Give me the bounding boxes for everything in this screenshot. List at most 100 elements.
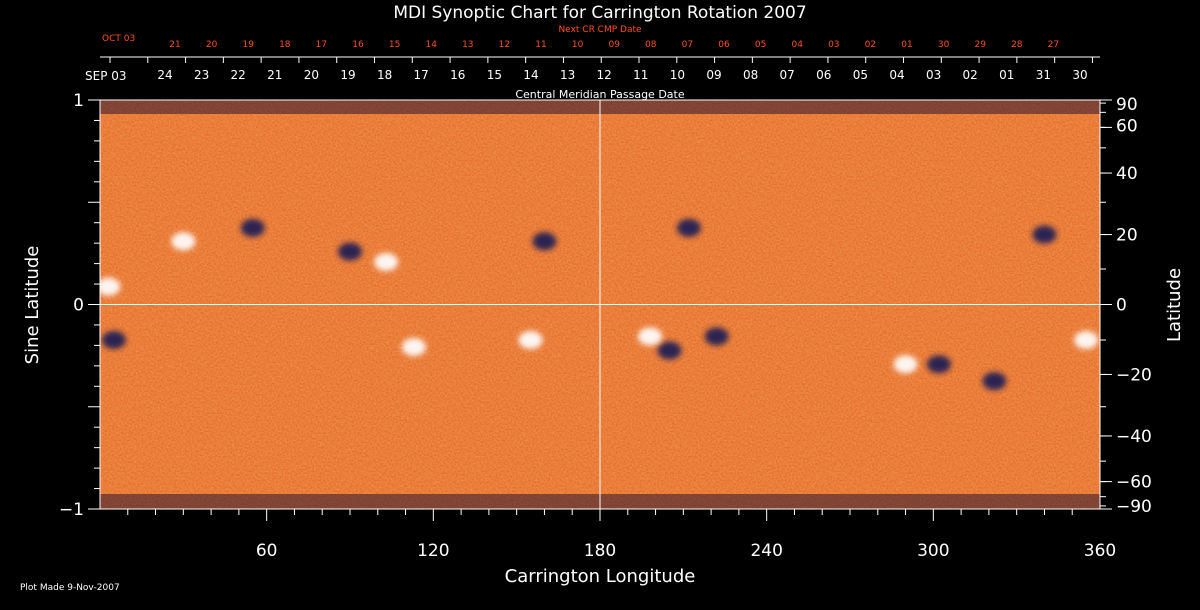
y-right-tick-label: −60 [1116,473,1152,493]
next-date-label: 01 [901,40,912,50]
next-date-label: 03 [828,40,839,50]
cmp-date-label: 01 [999,68,1014,82]
y-axis-left: 1 0 −1 [59,91,100,520]
next-date-label: 27 [1048,40,1059,50]
cmp-date-label: 02 [963,68,978,82]
next-date-label: 06 [718,40,730,50]
next-date-label: 19 [242,40,254,50]
next-date-label: 16 [352,40,364,50]
x-tick-label: 240 [750,541,782,561]
x-tick-label: 360 [1084,541,1116,561]
negative-polarity-region [101,331,126,350]
y-right-tick-label: 60 [1116,116,1138,136]
next-date-label: 11 [535,40,546,50]
next-date-label: 28 [1011,40,1023,50]
next-rotation-date-axis: OCT 03 21 20 19 18 17 16 15 14 13 12 11 10 09 08 07 06 05… [102,34,1059,50]
cmp-date-label: 21 [267,68,282,82]
positive-polarity-region [638,327,662,346]
top-axis-title: Central Meridian Passage Date [515,88,684,101]
next-date-label: 04 [791,40,803,50]
next-date-label: 29 [974,40,986,50]
chart-title: MDI Synoptic Chart for Carrington Rotati… [393,3,806,23]
cmp-date-label: 14 [523,68,538,82]
next-date-label: 14 [425,40,437,50]
cmp-date-label: 10 [670,68,685,82]
cmp-date-label: 30 [1072,68,1087,82]
next-date-label: 15 [389,40,400,50]
negative-polarity-region [657,341,682,360]
y-left-tick-label: 1 [73,91,84,111]
cmp-date-label: 15 [487,68,502,82]
cmp-date-axis: SEP 03 24 23 22 21 20 19 18 17 16 15 14 13 12 11 10 09 08… [85,56,1100,83]
next-date-label: 21 [169,40,180,50]
positive-polarity-region [1074,331,1099,350]
x-tick-label: 180 [584,541,616,561]
x-tick-label: 60 [256,541,278,561]
cmp-date-label: 31 [1036,68,1051,82]
positive-polarity-region [171,232,196,251]
x-axis: 60 120 180 240 300 360 [127,509,1116,561]
next-date-label: 12 [499,40,510,50]
negative-polarity-region [926,355,951,374]
y-axis-label-right: Latitude [1164,268,1185,342]
cmp-date-label: 17 [414,68,429,82]
positive-polarity-region [401,338,426,357]
y-right-tick-label: −90 [1116,497,1152,517]
next-date-label: 20 [206,40,218,50]
y-axis-label-left: Sine Latitude [22,246,43,365]
next-date-label: 18 [279,40,291,50]
grid-lines [100,100,1100,509]
next-date-label: 09 [608,40,620,50]
next-axis-title: Next CR CMP Date [558,25,642,35]
y-right-tick-label: 40 [1116,164,1138,184]
cmp-date-label: 18 [377,68,392,82]
y-right-tick-label: 20 [1116,226,1138,246]
next-date-label: 10 [572,40,584,50]
cmp-date-label: 11 [633,68,648,82]
negative-polarity-region [338,242,362,261]
y-right-tick-label: 90 [1116,95,1138,115]
next-date-label: 02 [865,40,876,50]
next-date-label: 13 [462,40,473,50]
cmp-date-label: 13 [560,68,575,82]
x-tick-label: 120 [417,541,449,561]
positive-polarity-region [893,355,918,374]
positive-polarity-region [374,252,399,271]
negative-polarity-region [240,218,265,237]
next-date-label: 08 [645,40,657,50]
y-left-tick-label: 0 [73,296,84,316]
cmp-date-label: 05 [853,68,868,82]
positive-polarity-region [518,331,543,350]
top-axis-start-label: SEP 03 [85,69,127,83]
cmp-date-label: 20 [304,68,319,82]
next-axis-start-label: OCT 03 [102,34,135,44]
negative-polarity-region [982,372,1007,391]
negative-polarity-region [676,218,701,237]
y-left-tick-label: −1 [59,500,84,520]
cmp-date-label: 07 [780,68,795,82]
cmp-date-label: 19 [340,68,355,82]
y-right-tick-label: −20 [1116,365,1152,385]
active-regions [100,218,1099,391]
negative-polarity-region [532,232,557,251]
cmp-date-label: 08 [743,68,758,82]
cmp-date-label: 24 [157,68,172,82]
cmp-date-label: 04 [889,68,904,82]
y-right-tick-label: −40 [1116,427,1152,447]
positive-polarity-region [100,277,121,296]
next-date-label: 30 [938,40,950,50]
x-axis-label: Carrington Longitude [505,566,696,587]
next-date-label: 05 [755,40,766,50]
cmp-date-label: 12 [597,68,612,82]
cmp-date-label: 16 [450,68,465,82]
next-date-label: 17 [316,40,327,50]
cmp-date-label: 06 [816,68,831,82]
next-date-label: 07 [682,40,693,50]
negative-polarity-region [1032,225,1057,244]
cmp-date-label: 22 [231,68,246,82]
cmp-date-label: 23 [194,68,209,82]
negative-polarity-region [704,327,729,346]
y-right-tick-label: 0 [1116,296,1127,316]
